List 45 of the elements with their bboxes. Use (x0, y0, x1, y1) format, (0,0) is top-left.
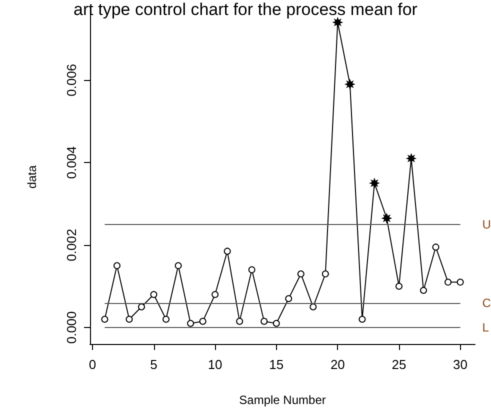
y-axis-title: data (25, 165, 39, 189)
point (138, 303, 145, 310)
y-tick-label: 0.002 (64, 228, 79, 262)
point (368, 178, 380, 189)
x-tick-label: 25 (392, 357, 406, 372)
point (150, 291, 158, 298)
y-tick-label: 0.000 (64, 311, 79, 344)
ref-line-label: U (482, 217, 491, 232)
point (358, 316, 366, 323)
x-tick-label: 5 (150, 357, 158, 372)
x-tick-label: 20 (330, 357, 345, 372)
y-tick-label: 0.004 (64, 146, 79, 179)
point (322, 270, 329, 278)
point (310, 303, 317, 310)
point (101, 316, 108, 323)
point (224, 248, 231, 255)
point (432, 244, 440, 251)
point (162, 316, 170, 323)
point (297, 270, 304, 278)
point (126, 316, 133, 323)
ref-line-label: C (482, 296, 491, 310)
point (272, 320, 280, 327)
point (199, 318, 206, 325)
point (406, 152, 417, 164)
point (212, 291, 219, 298)
point (260, 318, 268, 325)
x-tick-label: 30 (453, 357, 468, 372)
point (113, 262, 120, 270)
point (174, 262, 182, 270)
ref-line-label: L (482, 320, 490, 335)
x-tick-label: 15 (269, 357, 284, 372)
x-tick-label: 0 (88, 357, 96, 372)
y-tick-label: 0.006 (64, 64, 79, 96)
x-axis-title: Sample Number (239, 393, 326, 407)
point (456, 278, 464, 286)
point (344, 78, 356, 90)
point (395, 282, 402, 290)
point (187, 320, 194, 327)
x-tick-label: 10 (208, 357, 222, 372)
point (236, 318, 244, 325)
point (285, 295, 292, 302)
point (248, 266, 256, 274)
point (381, 212, 392, 224)
point (444, 278, 452, 286)
point (420, 286, 428, 294)
